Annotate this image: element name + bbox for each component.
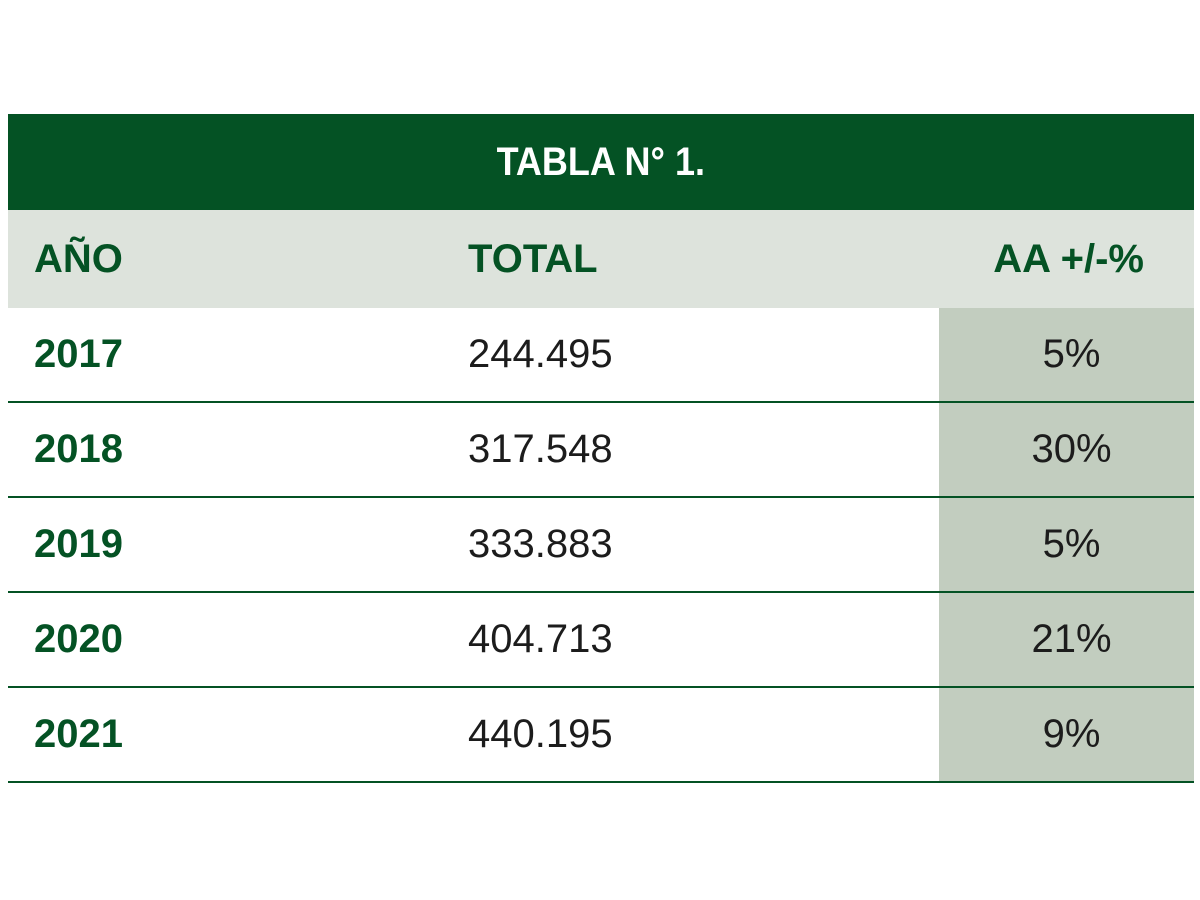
table-body: 2017 244.495 5% 2018 317.548 30% 2019 xyxy=(8,308,1194,783)
total-value: 317.548 xyxy=(468,427,613,471)
table-title: TABLA N° 1. xyxy=(496,139,706,184)
year-value: 2020 xyxy=(34,617,123,661)
table-header-row: AÑO TOTAL AA +/-% xyxy=(8,210,1194,308)
total-value: 440.195 xyxy=(468,712,613,756)
header-cell-pct: AA +/-% xyxy=(939,210,1194,308)
year-value: 2018 xyxy=(34,427,123,471)
table-row: 2019 333.883 5% xyxy=(8,498,1194,593)
cell-pct: 21% xyxy=(939,593,1194,686)
total-value: 244.495 xyxy=(468,332,613,376)
year-value: 2017 xyxy=(34,332,123,376)
cell-total: 333.883 xyxy=(468,498,938,591)
header-cell-year: AÑO xyxy=(8,210,468,308)
pct-value: 5% xyxy=(1042,522,1101,566)
table-row: 2018 317.548 30% xyxy=(8,403,1194,498)
cell-year: 2018 xyxy=(8,403,468,496)
table-row: 2021 440.195 9% xyxy=(8,688,1194,783)
cell-total: 244.495 xyxy=(468,308,938,401)
header-year-label: AÑO xyxy=(34,236,123,281)
cell-total: 440.195 xyxy=(468,688,938,781)
cell-pct: 5% xyxy=(939,498,1194,591)
pct-value: 21% xyxy=(1031,617,1112,661)
pct-value: 9% xyxy=(1042,712,1101,756)
cell-pct: 30% xyxy=(939,403,1194,496)
year-value: 2021 xyxy=(34,712,123,756)
table-title-bar: TABLA N° 1. xyxy=(8,114,1194,210)
total-value: 333.883 xyxy=(468,522,613,566)
cell-total: 317.548 xyxy=(468,403,938,496)
header-total-label: TOTAL xyxy=(468,236,598,281)
cell-pct: 5% xyxy=(939,308,1194,401)
cell-year: 2019 xyxy=(8,498,468,591)
year-value: 2019 xyxy=(34,522,123,566)
data-table: TABLA N° 1. AÑO TOTAL AA +/-% 2017 244.4… xyxy=(8,114,1194,783)
header-cell-total: TOTAL xyxy=(468,210,938,308)
total-value: 404.713 xyxy=(468,617,613,661)
pct-value: 5% xyxy=(1042,332,1101,376)
table-row: 2017 244.495 5% xyxy=(8,308,1194,403)
pct-value: 30% xyxy=(1031,427,1112,471)
table-row: 2020 404.713 21% xyxy=(8,593,1194,688)
cell-year: 2017 xyxy=(8,308,468,401)
cell-year: 2020 xyxy=(8,593,468,686)
cell-total: 404.713 xyxy=(468,593,938,686)
cell-year: 2021 xyxy=(8,688,468,781)
cell-pct: 9% xyxy=(939,688,1194,781)
header-pct-label: AA +/-% xyxy=(993,236,1144,281)
